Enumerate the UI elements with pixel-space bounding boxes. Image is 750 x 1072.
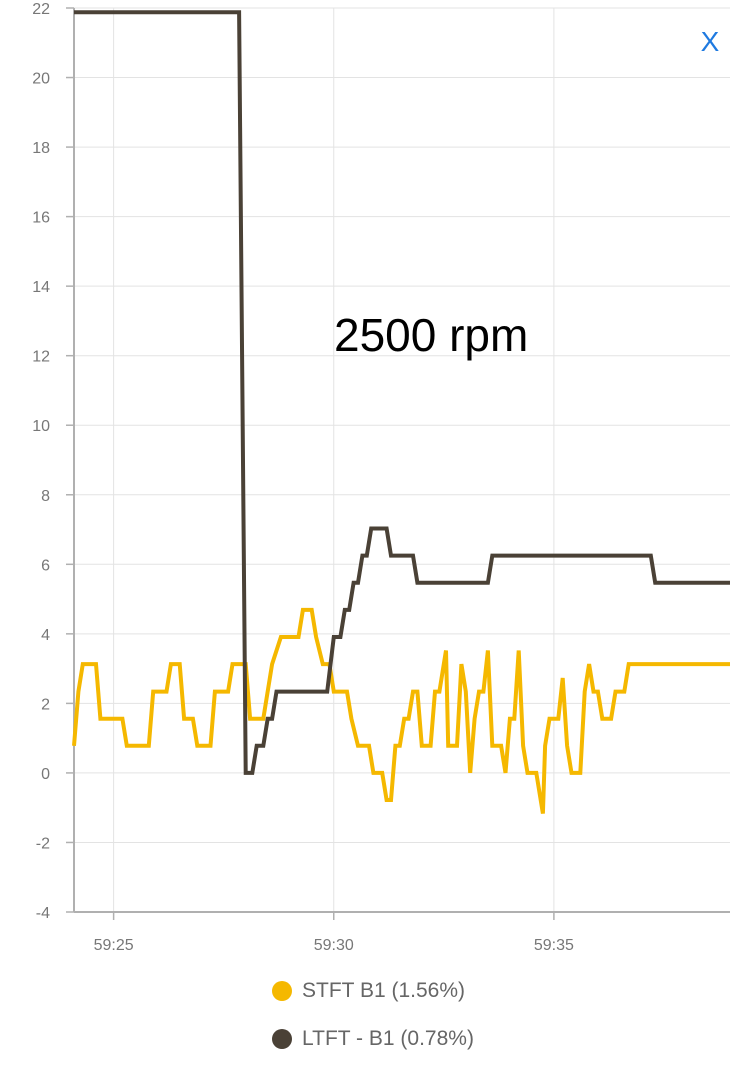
y-tick-label: 0 [41, 766, 50, 783]
legend-label-ltft: LTFT - B1 (0.78%) [302, 1027, 474, 1050]
y-tick-label: 12 [32, 349, 50, 366]
stft-color-dot-icon [272, 981, 292, 1001]
y-tick-label: 8 [41, 488, 50, 505]
y-tick-label: 10 [32, 418, 50, 435]
close-button[interactable]: X [700, 26, 720, 57]
y-tick-label: 2 [41, 696, 50, 713]
legend: STFT B1 (1.56%) LTFT - B1 (0.78%) [272, 976, 474, 1072]
x-tick-label: 59:30 [314, 937, 354, 954]
y-tick-label: 20 [32, 71, 50, 88]
legend-label-stft: STFT B1 (1.56%) [302, 979, 465, 1002]
axes: -4 -2 0 2 4 6 8 10 12 14 16 18 20 22 59:25 59:30 59:35 [32, 1, 730, 954]
y-tick-label: 16 [32, 210, 50, 227]
x-tick-label: 59:35 [534, 937, 574, 954]
y-tick-label: 6 [41, 557, 50, 574]
y-tick-label: -2 [36, 835, 50, 852]
grid [74, 7, 730, 913]
fuel-trim-line-chart: -4 -2 0 2 4 6 8 10 12 14 16 18 20 22 59:25 59:30 59:35 [32, 1, 730, 954]
y-tick-label: 14 [32, 279, 50, 296]
ltft-color-dot-icon [272, 1029, 292, 1049]
rpm-annotation: 2500 rpm [334, 309, 529, 361]
y-tick-label: -4 [36, 905, 50, 922]
y-tick-label: 4 [41, 627, 50, 644]
ltft-series-line [74, 10, 730, 775]
y-tick-label: 18 [32, 140, 50, 157]
series-lines [72, 10, 730, 814]
x-tick-label: 59:25 [94, 937, 134, 954]
legend-item-ltft[interactable]: LTFT - B1 (0.78%) [272, 1024, 474, 1054]
y-tick-label: 22 [32, 1, 50, 18]
stft-series-line [72, 607, 730, 814]
legend-item-stft[interactable]: STFT B1 (1.56%) [272, 976, 474, 1006]
